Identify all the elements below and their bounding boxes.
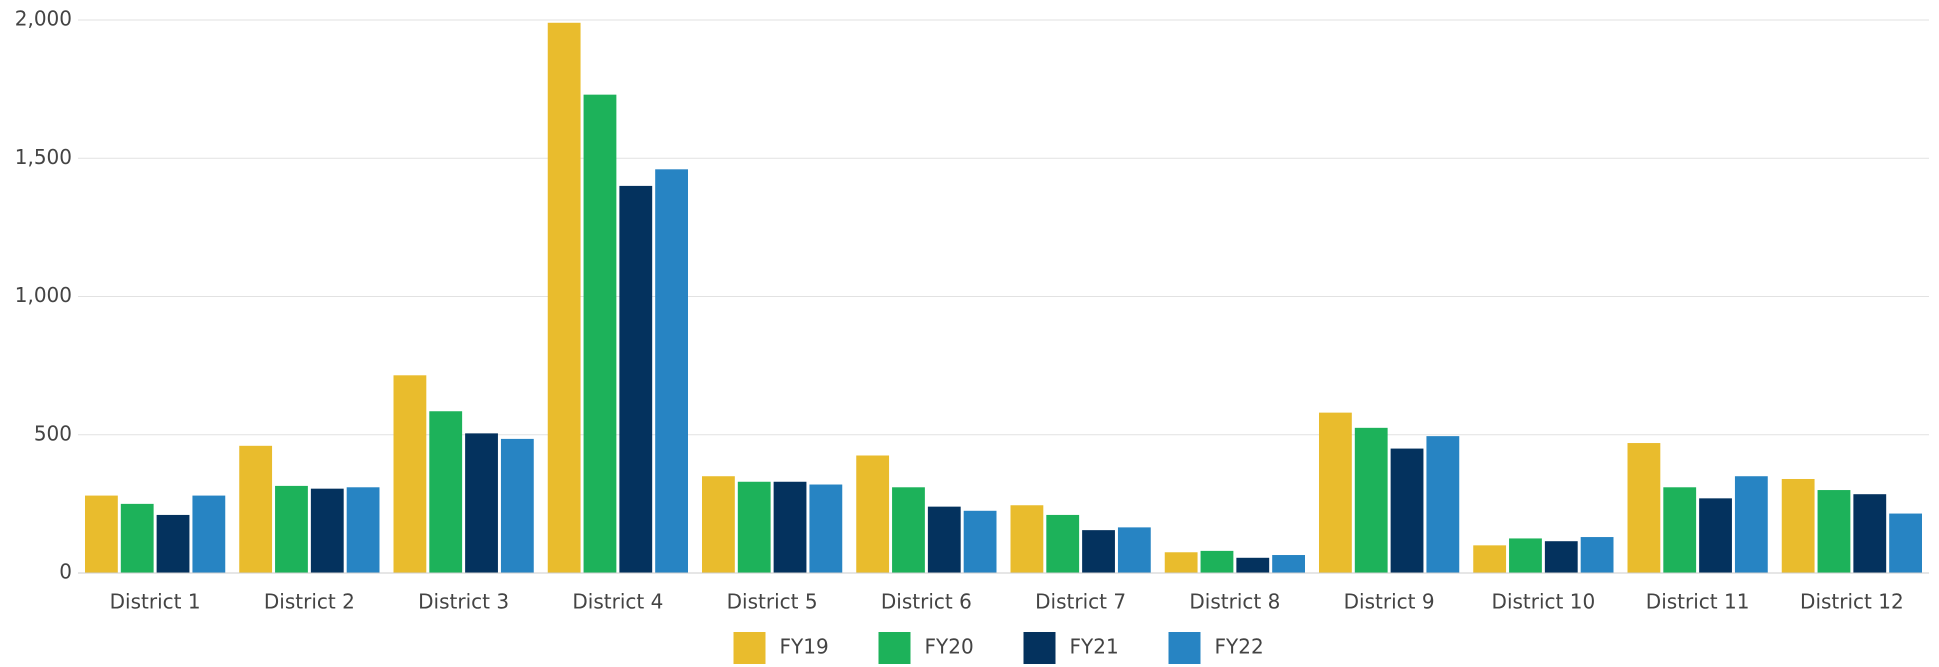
- bar: [1426, 436, 1460, 573]
- bar: [619, 185, 653, 573]
- y-tick-label: 2,000: [15, 7, 72, 31]
- x-tick-label: District 6: [881, 590, 972, 614]
- bar: [583, 94, 617, 573]
- x-tick-label: District 4: [572, 590, 663, 614]
- bar: [393, 375, 427, 573]
- x-tick-label: District 3: [418, 590, 509, 614]
- x-tick-label: District 12: [1800, 590, 1904, 614]
- bar: [1319, 412, 1352, 573]
- bar: [1580, 537, 1614, 573]
- legend-swatch: [733, 632, 766, 664]
- bar: [927, 506, 961, 573]
- legend-label: FY20: [925, 635, 974, 659]
- bar: [120, 503, 154, 573]
- x-tick-label: District 1: [110, 590, 201, 614]
- bar: [892, 487, 925, 573]
- bar: [1734, 476, 1768, 573]
- bar: [465, 433, 498, 573]
- bar: [1853, 494, 1887, 573]
- bar: [1663, 487, 1697, 573]
- bar: [737, 481, 771, 573]
- y-tick-label: 1,000: [15, 283, 72, 307]
- y-tick-label: 1,500: [15, 145, 72, 169]
- bar: [156, 514, 190, 573]
- legend-swatch: [1168, 632, 1201, 664]
- legend-label: FY22: [1215, 635, 1264, 659]
- bar: [500, 438, 534, 573]
- legend-label: FY19: [780, 635, 829, 659]
- bar: [1164, 552, 1198, 573]
- bar: [856, 455, 890, 573]
- bar: [1473, 545, 1507, 573]
- x-tick-label: District 8: [1189, 590, 1280, 614]
- bar: [1272, 555, 1305, 573]
- bar: [85, 495, 118, 573]
- bar: [275, 485, 308, 573]
- bar: [310, 488, 344, 573]
- bar: [1889, 513, 1922, 573]
- legend-swatch: [878, 632, 911, 664]
- bar: [1082, 530, 1115, 573]
- bar: [1390, 448, 1424, 573]
- bar: [239, 445, 273, 573]
- x-tick-label: District 2: [264, 590, 355, 614]
- bar: [1627, 443, 1661, 573]
- x-tick-label: District 7: [1035, 590, 1126, 614]
- bar: [429, 411, 463, 573]
- bar: [1046, 514, 1080, 573]
- bar: [1236, 557, 1270, 573]
- legend-label: FY21: [1070, 635, 1119, 659]
- bar: [702, 476, 735, 573]
- x-tick-label: District 10: [1492, 590, 1596, 614]
- bar: [1699, 498, 1732, 573]
- y-tick-label: 500: [34, 421, 72, 445]
- bar: [1354, 427, 1388, 573]
- y-tick-label: 0: [59, 560, 72, 584]
- bar: [1781, 478, 1815, 573]
- bar: [963, 510, 997, 573]
- legend-swatch: [1023, 632, 1056, 664]
- bar: [1817, 490, 1851, 573]
- bar: [547, 22, 581, 573]
- bar: [1509, 538, 1542, 573]
- bar: [1544, 541, 1578, 573]
- bar: [346, 487, 380, 573]
- bar: [1200, 550, 1234, 573]
- bar: [655, 169, 688, 573]
- bar: [1010, 505, 1044, 573]
- x-tick-label: District 11: [1646, 590, 1750, 614]
- bar: [192, 495, 226, 573]
- bar: [773, 481, 807, 573]
- bar: [1117, 527, 1151, 573]
- x-tick-label: District 9: [1344, 590, 1435, 614]
- bar: [809, 484, 843, 573]
- x-tick-label: District 5: [727, 590, 818, 614]
